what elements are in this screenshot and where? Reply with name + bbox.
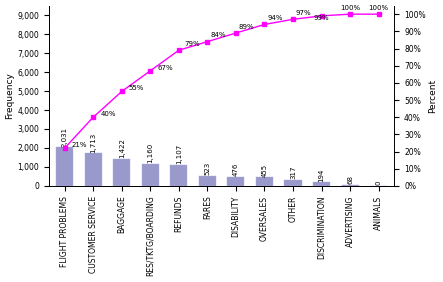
Text: 1,107: 1,107 bbox=[176, 144, 182, 164]
Text: 476: 476 bbox=[233, 163, 239, 176]
Text: 79%: 79% bbox=[185, 41, 200, 47]
Text: 67%: 67% bbox=[157, 65, 173, 71]
Text: 97%: 97% bbox=[296, 10, 311, 16]
Bar bbox=[170, 165, 187, 186]
Text: 21%: 21% bbox=[72, 142, 87, 148]
Bar bbox=[142, 164, 159, 186]
Text: 84%: 84% bbox=[210, 32, 225, 38]
Bar bbox=[85, 153, 102, 186]
Text: 99%: 99% bbox=[314, 15, 329, 21]
Y-axis label: Frequency: Frequency bbox=[6, 72, 15, 119]
Text: 55%: 55% bbox=[129, 85, 144, 91]
Text: 89%: 89% bbox=[239, 24, 254, 30]
Bar bbox=[342, 185, 359, 186]
Text: 317: 317 bbox=[290, 166, 296, 179]
Bar bbox=[313, 182, 330, 186]
Bar bbox=[284, 180, 302, 186]
Bar bbox=[227, 177, 245, 186]
Bar bbox=[113, 159, 130, 186]
Bar bbox=[256, 177, 273, 186]
Text: 1,422: 1,422 bbox=[119, 138, 125, 158]
Text: 40%: 40% bbox=[100, 111, 116, 117]
Bar bbox=[199, 176, 216, 186]
Bar bbox=[56, 147, 73, 186]
Text: 94%: 94% bbox=[267, 15, 283, 21]
Text: 1,160: 1,160 bbox=[147, 143, 153, 163]
Text: 100%: 100% bbox=[340, 5, 360, 11]
Y-axis label: Percent: Percent bbox=[428, 79, 437, 113]
Text: 523: 523 bbox=[204, 162, 210, 175]
Text: 1,713: 1,713 bbox=[90, 133, 96, 153]
Text: 455: 455 bbox=[261, 164, 268, 177]
Text: 100%: 100% bbox=[369, 5, 389, 11]
Text: 0: 0 bbox=[376, 181, 381, 185]
Text: 2,031: 2,031 bbox=[62, 127, 68, 147]
Text: 194: 194 bbox=[319, 168, 325, 182]
Text: 68: 68 bbox=[347, 175, 353, 184]
